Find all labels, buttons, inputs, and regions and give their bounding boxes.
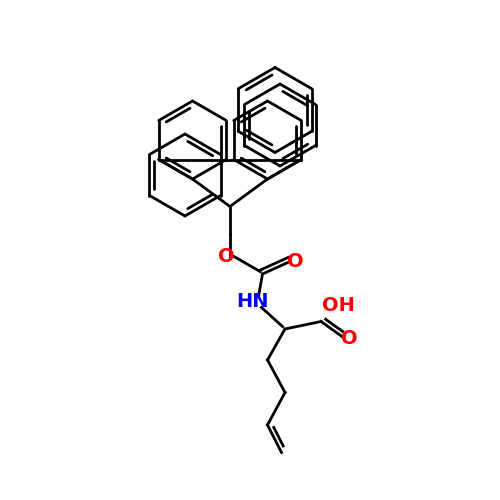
Text: O: O bbox=[218, 247, 234, 266]
Text: OH: OH bbox=[322, 296, 355, 315]
Text: HN: HN bbox=[236, 292, 269, 311]
Text: O: O bbox=[341, 330, 358, 348]
Text: O: O bbox=[286, 252, 304, 271]
